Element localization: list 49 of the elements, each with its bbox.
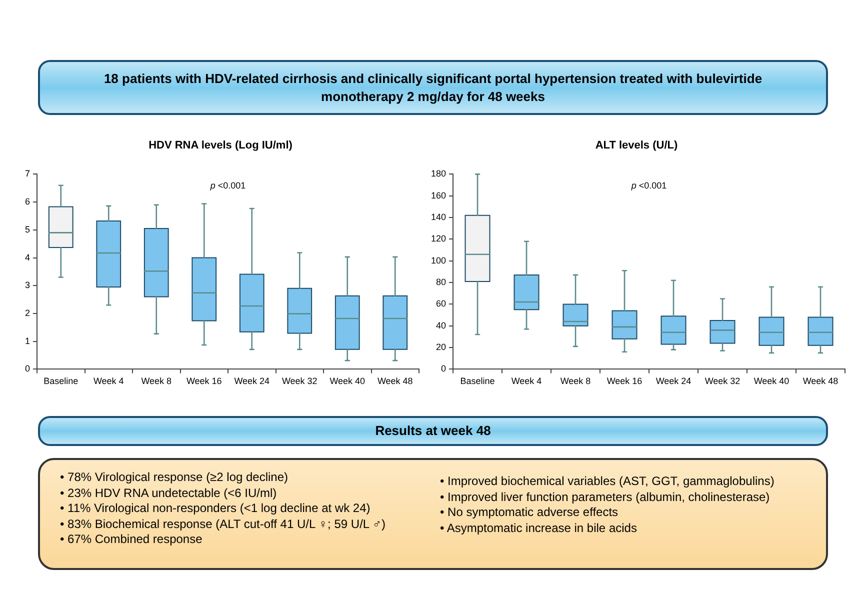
text: • Improved liver function parameters (albumin, cholinesterase) <box>440 490 771 505</box>
y-tick-label: 4 <box>24 252 30 262</box>
y-tick-label: 2 <box>24 308 30 318</box>
text: • Improved biochemical variables (AST, GGT, gammaglobulins) <box>440 474 776 490</box>
text: 18 patients with HDV-related cirrhosis and clinically significant portal hypertension treated with bulevirtide monotherapy 2 mg/day for 48 weeks <box>38 60 828 115</box>
x-tick-label: Week 40 <box>330 376 366 386</box>
y-tick-label: 1 <box>24 336 30 346</box>
y-tick-label: 3 <box>24 280 30 290</box>
y-tick-label: 140 <box>430 212 446 222</box>
chart-title: HDV RNA levels (Log IU/ml) <box>148 140 293 152</box>
text: • 67% Combined response <box>60 532 202 546</box>
y-tick-label: 0 <box>24 364 30 374</box>
x-tick-label: Week 48 <box>802 376 838 386</box>
x-tick-label: Week 24 <box>656 376 692 386</box>
y-tick-label: 5 <box>24 224 30 234</box>
y-tick-label: 80 <box>436 277 446 288</box>
x-tick-label: Baseline <box>44 376 78 386</box>
x-tick-label: Week 24 <box>234 376 270 386</box>
y-tick-label: 40 <box>436 320 446 330</box>
y-tick-label: 180 <box>430 168 446 179</box>
x-tick-label: Week 8 <box>141 376 172 386</box>
x-tick-label: Week 8 <box>560 376 591 386</box>
text: • 11% Virological non-responders (<1 log decline at wk 24) <box>60 501 370 515</box>
y-tick-label: 120 <box>430 234 446 244</box>
x-tick-label: Week 4 <box>93 376 124 386</box>
y-tick-label: 100 <box>430 255 446 266</box>
x-tick-label: Week 48 <box>377 376 413 386</box>
text: • No symptomatic adverse effects <box>440 505 620 520</box>
text: Results at week 48 <box>38 416 828 446</box>
text: • 78% Virological response (≥2 log decline) <box>60 470 288 484</box>
x-tick-label: Week 32 <box>704 376 740 386</box>
y-tick-label: 20 <box>436 342 446 352</box>
y-tick-label: 6 <box>24 196 30 207</box>
x-tick-label: Week 40 <box>754 376 790 386</box>
y-tick-label: 60 <box>436 298 446 309</box>
y-tick-label: 160 <box>430 190 446 200</box>
y-tick-label: 0 <box>441 364 446 374</box>
x-tick-label: Week 4 <box>511 376 542 386</box>
text: • 83% Biochemical response (ALT cut-off 41 U/L ♀; 59 U/L ♂) <box>60 516 386 530</box>
chart-title: ALT levels (U/L) <box>595 140 678 152</box>
text: • 23% HDV RNA undetectable (<6 IU/ml) <box>60 486 277 500</box>
x-tick-label: Baseline <box>460 376 495 386</box>
x-tick-label: Week 16 <box>606 376 642 386</box>
y-tick-label: 7 <box>24 168 30 179</box>
x-tick-label: Week 16 <box>186 376 222 386</box>
text: • Asymptomatic increase in bile acids <box>440 520 638 536</box>
annotation: p <0.001 <box>630 180 667 191</box>
annotation: p <0.001 <box>209 180 246 191</box>
x-tick-label: Week 32 <box>282 376 318 386</box>
